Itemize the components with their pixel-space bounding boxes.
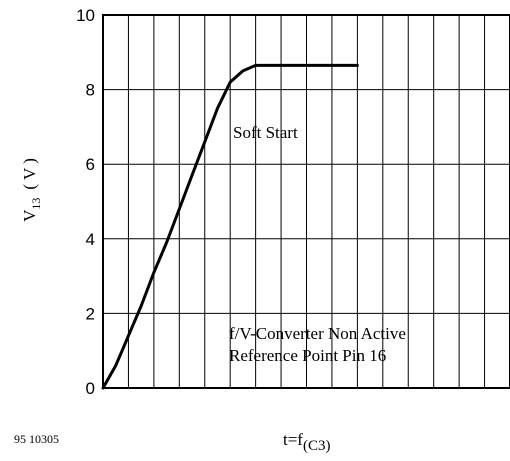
x-axis-label-main: t=f [283,430,303,449]
figure-id: 95 10305 [14,432,59,446]
y-axis-label-unit: ( V ) [20,158,39,190]
y-axis-label-main: V [20,209,39,222]
y-tick-label: 0 [86,379,95,398]
y-tick-labels: 0 2 4 6 8 10 [76,6,95,398]
y-tick-label: 10 [76,6,95,25]
converter-label-line1: f/V-Converter Non Active [229,324,406,343]
y-axis-label: V13 ( V ) [20,158,43,222]
grid [103,15,510,388]
converter-label-line2: Reference Point Pin 16 [229,346,386,365]
y-tick-label: 8 [86,81,95,100]
svg-text:V13( V ): V13 ( V ) [20,158,43,222]
y-tick-label: 6 [86,155,95,174]
y-tick-label: 4 [86,230,95,249]
data-line [101,63,359,390]
y-axis-label-subscript: 13 [29,198,43,210]
y-tick-label: 2 [86,304,95,323]
soft-start-label: Soft Start [233,123,298,142]
x-axis-label-subscript: (C3) [303,438,331,454]
x-axis-label: t=f(C3) [283,430,330,454]
plot-frame [102,14,510,389]
